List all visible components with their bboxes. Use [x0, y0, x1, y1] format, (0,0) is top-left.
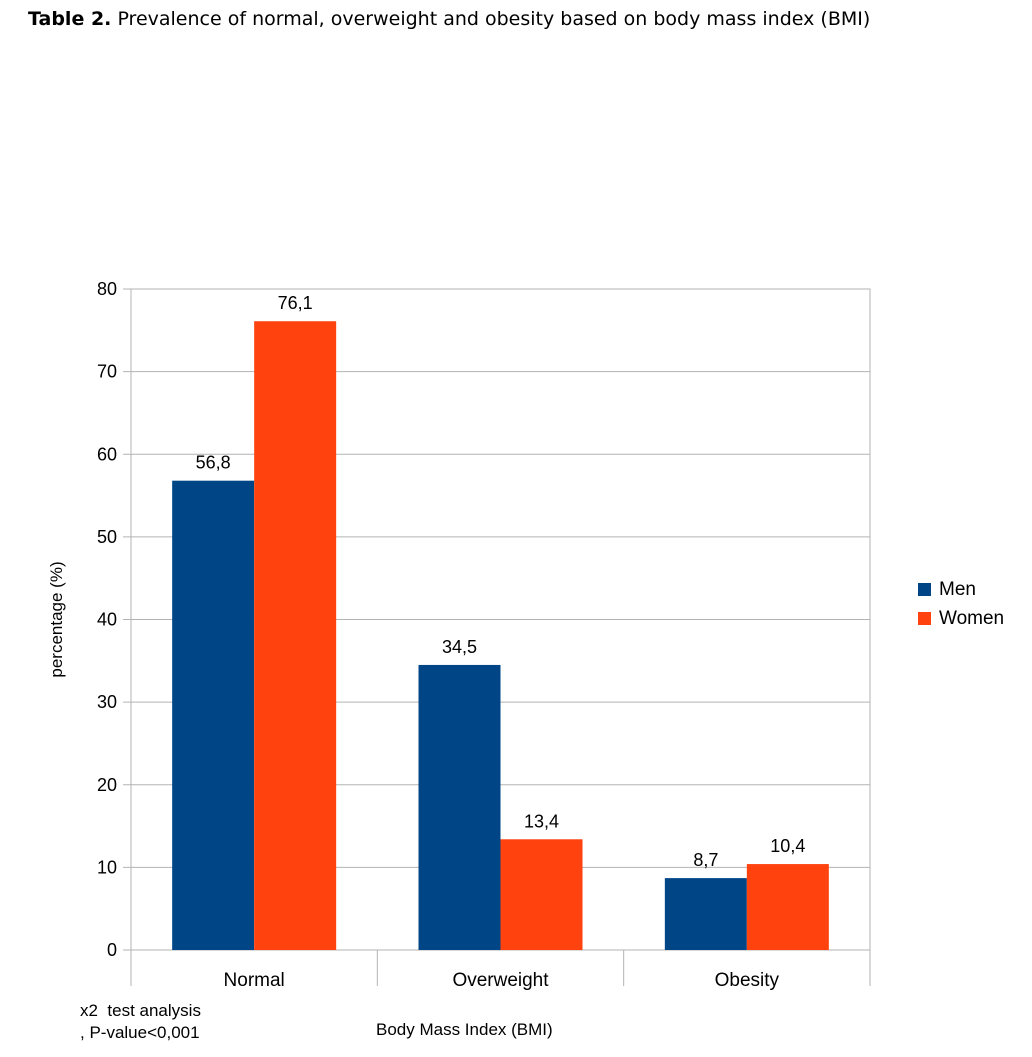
bar-women-obesity: [746, 864, 829, 950]
bar-men-obesity: [664, 878, 747, 950]
legend-item-men: Men: [918, 575, 1004, 604]
x-tick-label: Normal: [224, 970, 285, 991]
bar-women-overweight: [500, 839, 583, 950]
x-tick-label: Overweight: [452, 970, 549, 991]
y-tick-label: 0: [107, 940, 117, 960]
y-axis-label: percentage (%): [47, 561, 66, 677]
legend-item-women: Women: [918, 604, 1004, 633]
legend-label-women: Women: [939, 607, 1005, 629]
data-label-men-normal: 56,8: [196, 453, 231, 473]
figure-caption: Table 2. Prevalence of normal, overweigh…: [28, 8, 870, 30]
bar-men-normal: [172, 480, 255, 950]
caption-text: Prevalence of normal, overweight and obe…: [117, 8, 871, 30]
chart-legend: Men Women: [918, 575, 1004, 633]
x-axis-label: Body Mass Index (BMI): [376, 1020, 553, 1039]
y-tick-label: 50: [97, 527, 117, 547]
y-tick-label: 60: [97, 444, 117, 464]
bar-women-normal: [254, 321, 337, 950]
y-tick-label: 80: [97, 279, 117, 299]
legend-swatch-men: [918, 583, 931, 596]
y-tick-label: 10: [97, 857, 117, 877]
test-note-line-2: , P-value<0,001: [80, 1023, 200, 1042]
y-tick-label: 40: [97, 610, 117, 630]
y-tick-label: 30: [97, 692, 117, 712]
test-note: x2 test analysis , P-value<0,001: [80, 1000, 201, 1044]
data-label-women-obesity: 10,4: [770, 836, 805, 856]
data-label-men-overweight: 34,5: [442, 637, 477, 657]
x-tick-label: Obesity: [715, 970, 780, 991]
legend-label-men: Men: [939, 578, 976, 600]
caption-label: Table 2.: [28, 8, 112, 30]
legend-swatch-women: [918, 612, 931, 625]
data-label-men-obesity: 8,7: [693, 850, 718, 870]
bar-men-overweight: [418, 664, 501, 950]
y-tick-label: 20: [97, 775, 117, 795]
test-note-line-1: x2 test analysis: [80, 1001, 201, 1020]
data-label-women-normal: 76,1: [278, 293, 313, 313]
y-tick-label: 70: [97, 362, 117, 382]
data-label-women-overweight: 13,4: [524, 811, 559, 831]
